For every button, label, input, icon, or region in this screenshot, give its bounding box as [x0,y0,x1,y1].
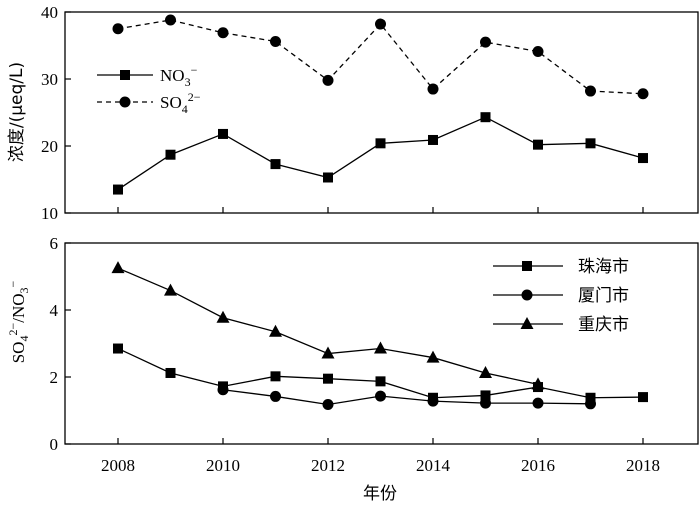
bottom-series-1-point [480,397,491,409]
bottom-ytick-label: 4 [50,301,59,320]
top-series-1-point [427,83,439,95]
bottom-y-axis-label: SO42−/NO3− [6,280,31,363]
xtick-label: 2016 [521,456,555,475]
bottom-series-2-point [321,346,335,359]
bottom-series-0-point [585,392,596,403]
ylabel-sup: 2− [6,323,20,336]
bottom-plot-frame [64,242,699,445]
bottom-legend-label: 珠海市 [578,257,629,277]
legend-sup: 2− [188,90,201,104]
bottom-legend-label: 厦门市 [578,286,629,306]
top-ytick-label: 30 [41,70,58,89]
ylabel-sup: − [6,280,20,287]
bottom-legend-marker [522,261,532,271]
bottom-series-2-point [269,324,282,337]
bottom-series-1-point [532,397,544,409]
bottom-series-2-point [374,341,387,354]
top-plot-frame [64,11,699,214]
bottom-series-2-point [164,283,177,296]
top-series-0-line [117,116,644,191]
legend-main: SO [160,93,182,112]
bottom-series-1-point [322,398,334,410]
top-series-1-line [117,19,644,95]
bottom-legend-label: 重庆市 [578,315,629,335]
top-series-1-point [585,85,596,97]
top-series-0-point [323,172,333,183]
top-series-0-point [218,128,228,139]
top-series-1-point [217,27,229,39]
bottom-ytick-label: 2 [50,368,59,387]
top-series-0-point [165,149,176,160]
bottom-series-0-point [323,373,333,384]
bottom-series-0-point [480,390,491,401]
bottom-legend-marker [521,289,533,301]
top-series-0-point [480,112,491,123]
xtick-label: 2012 [311,456,345,475]
top-series-1-point [165,14,176,26]
top-series-1-point [480,36,491,48]
top-series-0-point [428,134,438,145]
bottom-ytick-label: 0 [50,435,59,454]
top-series-0-point [375,138,386,149]
bottom-series-2-line [117,267,539,386]
top-series-0-point [533,139,543,150]
top-ytick-label: 10 [41,204,58,223]
bottom-series-1-point [585,398,596,410]
bottom-series-0-point [165,367,176,378]
top-series-0-point [638,153,648,164]
ylabel-sub: 4 [17,336,31,342]
top-series-1-point [637,88,649,100]
bottom-legend-marker [520,317,534,329]
bottom-series-2-point [531,377,545,390]
top-legend-label: NO3− [160,63,198,89]
ylabel-part: /NO [9,293,28,322]
top-series-1-point [322,74,334,86]
bottom-ytick-label: 6 [50,234,59,253]
top-ytick-label: 20 [41,137,58,156]
bottom-series-0-point [113,343,123,354]
top-legend-marker [119,96,131,108]
bottom-series-2-point [426,350,440,363]
xtick-label: 2018 [626,456,660,475]
bottom-series-1-line [222,389,591,406]
top-series-1-point [112,23,124,35]
top-legend-marker [120,70,130,80]
top-series-1-point [375,18,386,30]
ylabel-sub: 3 [17,287,31,293]
top-ytick-label: 40 [41,3,58,22]
ylabel-part: SO [9,342,28,364]
bottom-series-2-point [216,310,230,323]
legend-sub: 4 [182,102,188,116]
top-series-1-point [270,35,281,47]
top-series-0-point [270,159,281,170]
bottom-series-0-point [375,376,386,387]
bottom-series-0-point [270,371,281,382]
xtick-label: 2010 [206,456,240,475]
legend-sup: − [191,63,198,77]
xtick-label: 2008 [101,456,135,475]
bottom-series-0-line [117,347,644,399]
top-series-1-point [532,46,544,58]
top-y-axis-label: 浓度/(μeq/L) [7,62,27,162]
bottom-series-2-point [479,365,492,378]
legend-main: NO [160,66,185,85]
bottom-series-2-point [111,261,125,274]
bottom-series-1-point [375,390,386,402]
bottom-series-1-point [427,395,439,407]
legend-sub: 3 [185,75,191,89]
top-series-0-point [113,184,123,195]
top-legend-label: SO42− [160,90,201,116]
bottom-series-0-point [638,392,648,403]
bottom-series-1-point [270,390,281,402]
xtick-label: 2014 [416,456,451,475]
x-axis-label: 年份 [363,484,397,504]
bottom-series-1-point [217,384,229,396]
top-series-0-point [585,138,596,149]
